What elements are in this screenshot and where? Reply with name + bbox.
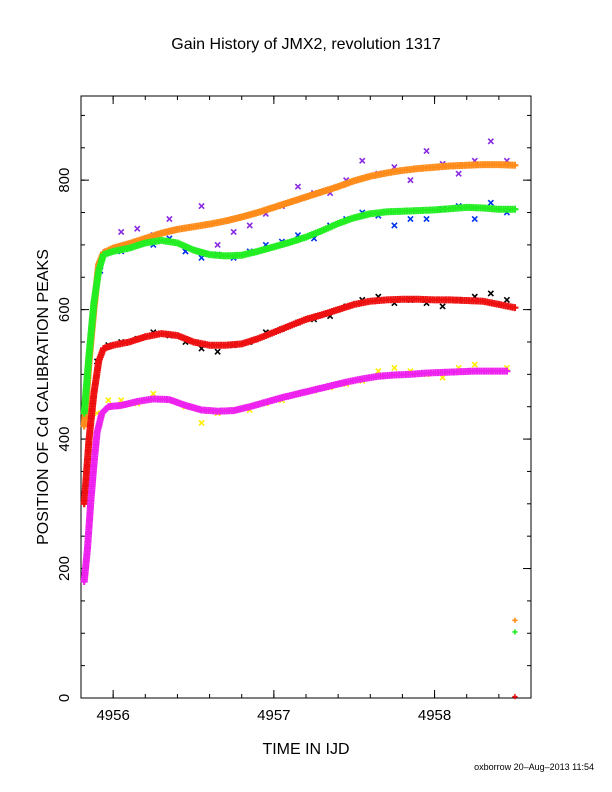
series-8-outlier [512,617,518,623]
data-point [198,419,205,427]
x-tick-label: 4957 [257,707,290,724]
x-tick-label: 4956 [96,707,129,724]
data-point [246,222,253,229]
chart-title: Gain History of JMX2, revolution 1317 [171,36,441,53]
y-axis-title: POSITION OF Cd CALIBRATION PEAKS [35,249,52,545]
data-point [391,364,398,372]
data-point [166,215,173,223]
data-point [512,629,518,635]
data-marks [80,138,519,700]
data-point [511,205,519,213]
y-tick-label: 600 [56,297,73,322]
x-axis-title: TIME IN IJD [262,741,349,758]
data-point [487,138,494,145]
data-point [407,176,414,184]
data-point [487,290,494,297]
y-tick-label: 400 [56,427,73,452]
data-point [118,228,125,236]
y-tick-label: 0 [56,694,73,702]
series-4-smooth [80,161,519,430]
series-9-outlier [512,629,518,635]
axes: 4956 4957 4958 0 200 400 600 800 [56,96,532,724]
data-point [230,228,237,236]
data-point [487,199,494,206]
data-point [439,303,446,310]
data-point [105,397,112,404]
data-point [214,241,221,249]
data-point [471,215,478,223]
data-point [423,215,430,223]
data-point [423,147,430,155]
data-point [471,361,478,368]
data-point [294,183,302,190]
series-2-raw [93,290,511,365]
series-7-smooth [80,367,511,585]
series-10-outlier [512,694,518,700]
data-point [214,348,221,355]
footer-stamp: oxborrow 20–Aug–2013 11:54 [474,762,594,772]
data-point [455,170,462,177]
y-tick-label: 200 [56,556,73,581]
data-point [359,157,366,164]
data-point [511,304,519,312]
data-point [391,222,398,229]
series-6-smooth [80,295,519,508]
data-point [407,215,414,223]
data-point [512,617,518,623]
data-point [150,390,157,397]
data-point [198,202,205,210]
data-point [511,161,519,169]
series-5-smooth [80,203,519,417]
data-point [503,296,511,304]
data-point [503,367,511,375]
y-tick-label: 800 [56,168,73,193]
data-point [512,694,518,700]
data-point [134,225,141,232]
x-tick-label: 4958 [418,707,451,724]
